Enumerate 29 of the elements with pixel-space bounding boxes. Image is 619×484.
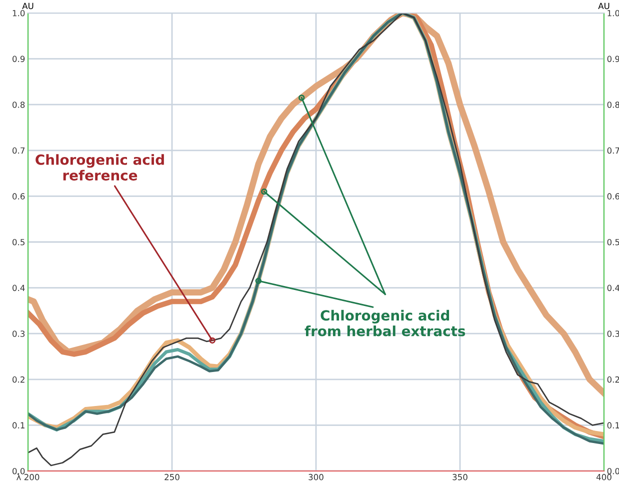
y2-tick-label: 0.1 bbox=[607, 422, 619, 428]
y2-tick-label: 0.8 bbox=[607, 102, 619, 108]
annotation: Chlorogenic acid reference bbox=[36, 154, 164, 181]
y-tick-label: 0.2 bbox=[12, 376, 24, 383]
y2-tick-label: 0.9 bbox=[607, 56, 619, 62]
y-tick-label: 0.1 bbox=[12, 422, 24, 428]
y2-tick-label: 0.7 bbox=[607, 147, 619, 154]
annotation: Chlorogenic acid from herbal extracts bbox=[304, 310, 466, 336]
y-tick-label: 0.6 bbox=[12, 193, 25, 200]
y2-tick-label: 0.2 bbox=[607, 376, 619, 383]
x-tick-label: 350 bbox=[452, 474, 468, 480]
x-tick-label: 250 bbox=[164, 474, 180, 480]
y2-axis-title: AU bbox=[598, 2, 610, 10]
x-tick-label: 300 bbox=[308, 474, 324, 480]
y-tick-label: 0.4 bbox=[12, 284, 25, 292]
y-tick-label: 0.3 bbox=[12, 330, 25, 337]
y-tick-label: 0.5 bbox=[12, 238, 24, 246]
x-tick-label: λ 200 bbox=[16, 474, 40, 480]
y-tick-label: 0.9 bbox=[12, 56, 25, 62]
y-tick-label: 0.8 bbox=[12, 102, 25, 108]
y2-tick-label: 0.3 bbox=[607, 330, 619, 337]
y-axis-title: AU bbox=[22, 2, 34, 10]
y-tick-label: 0.0 bbox=[12, 468, 25, 474]
y2-tick-label: 0.0 bbox=[607, 468, 619, 474]
y-tick-label: 0.7 bbox=[12, 147, 25, 154]
y2-tick-label: 1.0 bbox=[608, 10, 619, 16]
x-tick-label: 400 bbox=[596, 474, 612, 480]
y-tick-label: 1.0 bbox=[12, 10, 25, 16]
y2-tick-label: 0.5 bbox=[607, 238, 619, 246]
